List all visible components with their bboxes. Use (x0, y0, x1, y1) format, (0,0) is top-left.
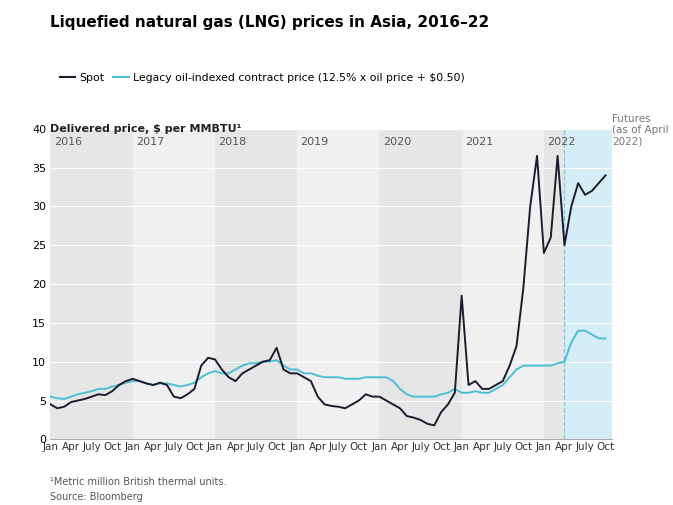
Text: 2022: 2022 (547, 136, 575, 146)
Text: ¹Metric million British thermal units.: ¹Metric million British thermal units. (50, 477, 227, 487)
Bar (133, 129, 215, 439)
Text: 2018: 2018 (218, 136, 246, 146)
Text: 2017: 2017 (136, 136, 164, 146)
Legend: Spot, Legacy oil-indexed contract price (12.5% x oil price + $0.50): Spot, Legacy oil-indexed contract price … (56, 69, 469, 87)
Bar (50, 129, 133, 439)
Bar (380, 129, 462, 439)
Bar (297, 129, 380, 439)
Bar (462, 129, 544, 439)
Bar (565, 129, 612, 439)
Bar (544, 129, 565, 439)
Text: Source: Bloomberg: Source: Bloomberg (50, 492, 143, 502)
Text: 2019: 2019 (301, 136, 329, 146)
Text: 2020: 2020 (383, 136, 411, 146)
Bar (215, 129, 297, 439)
Text: Liquefied natural gas (LNG) prices in Asia, 2016–22: Liquefied natural gas (LNG) prices in As… (50, 15, 490, 30)
Text: 2016: 2016 (54, 136, 82, 146)
Text: 2021: 2021 (465, 136, 493, 146)
Text: Futures
(as of April 1,
2022): Futures (as of April 1, 2022) (612, 114, 673, 147)
Text: Delivered price, $ per MMBTU¹: Delivered price, $ per MMBTU¹ (50, 124, 242, 134)
